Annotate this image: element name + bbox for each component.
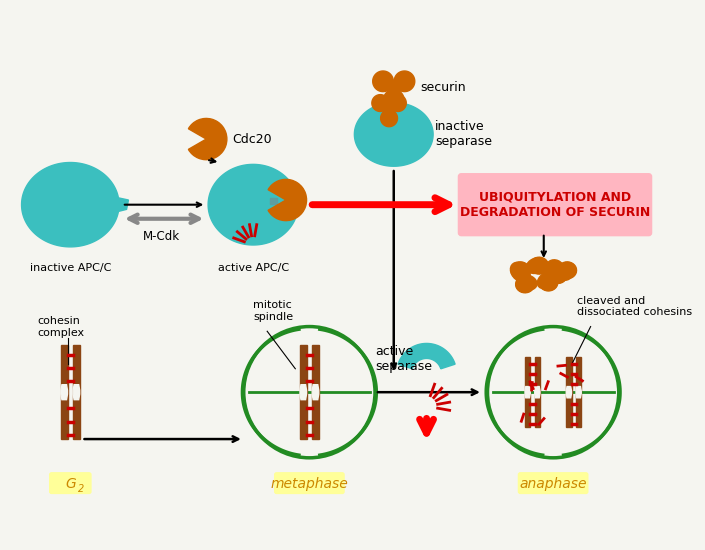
Polygon shape	[515, 276, 534, 293]
Text: metaphase: metaphase	[271, 477, 348, 491]
Polygon shape	[535, 387, 540, 398]
Polygon shape	[511, 262, 529, 279]
Text: mitotic
spindle: mitotic spindle	[253, 300, 293, 322]
Polygon shape	[576, 387, 581, 398]
Polygon shape	[312, 345, 319, 439]
Polygon shape	[510, 262, 530, 282]
Polygon shape	[22, 162, 119, 247]
Text: M-Cdk: M-Cdk	[142, 230, 180, 243]
Polygon shape	[383, 102, 395, 114]
Polygon shape	[535, 357, 540, 427]
Text: UBIQUITYLATION AND
DEGRADATION OF SECURIN: UBIQUITYLATION AND DEGRADATION OF SECURI…	[460, 191, 650, 219]
Text: active
separase: active separase	[375, 345, 432, 373]
Polygon shape	[312, 384, 319, 400]
Polygon shape	[373, 71, 393, 92]
Polygon shape	[300, 384, 307, 400]
Text: securin: securin	[420, 81, 465, 94]
Polygon shape	[208, 164, 298, 245]
Polygon shape	[511, 262, 529, 278]
Polygon shape	[529, 257, 548, 274]
Polygon shape	[558, 262, 577, 279]
FancyBboxPatch shape	[49, 473, 91, 493]
Polygon shape	[381, 110, 398, 126]
Polygon shape	[270, 198, 276, 204]
Text: 2: 2	[78, 484, 84, 494]
Polygon shape	[539, 274, 558, 291]
Polygon shape	[398, 343, 455, 369]
FancyBboxPatch shape	[275, 473, 344, 493]
FancyBboxPatch shape	[518, 473, 588, 493]
Polygon shape	[576, 357, 581, 427]
Polygon shape	[525, 387, 530, 398]
Polygon shape	[525, 357, 530, 427]
Polygon shape	[530, 257, 548, 274]
Text: anaphase: anaphase	[520, 477, 587, 491]
Polygon shape	[61, 384, 68, 400]
Text: G: G	[65, 477, 75, 491]
Polygon shape	[537, 271, 558, 289]
Polygon shape	[61, 345, 68, 439]
Text: cleaved and
dissociated cohesins: cleaved and dissociated cohesins	[577, 295, 692, 317]
Polygon shape	[566, 387, 572, 398]
Polygon shape	[517, 275, 537, 290]
Polygon shape	[516, 276, 534, 293]
Polygon shape	[394, 71, 415, 92]
Wedge shape	[268, 179, 307, 221]
Polygon shape	[355, 102, 433, 166]
Polygon shape	[73, 384, 80, 400]
Polygon shape	[548, 267, 568, 283]
Text: inactive
separase: inactive separase	[435, 120, 492, 148]
Text: inactive APC/C: inactive APC/C	[30, 263, 111, 273]
Text: cohesin
complex: cohesin complex	[37, 316, 85, 338]
Text: Cdc20: Cdc20	[233, 133, 272, 146]
FancyBboxPatch shape	[458, 174, 651, 235]
Polygon shape	[73, 345, 80, 439]
Polygon shape	[556, 264, 572, 280]
Text: active APC/C: active APC/C	[218, 263, 288, 273]
Polygon shape	[372, 95, 388, 112]
Polygon shape	[526, 258, 546, 273]
Wedge shape	[188, 118, 227, 160]
Polygon shape	[386, 80, 401, 95]
Polygon shape	[384, 90, 404, 110]
Polygon shape	[116, 197, 128, 212]
Polygon shape	[549, 267, 567, 283]
Polygon shape	[539, 274, 558, 290]
Polygon shape	[300, 345, 307, 439]
Polygon shape	[389, 95, 406, 112]
Polygon shape	[546, 260, 564, 277]
Polygon shape	[558, 262, 576, 278]
Polygon shape	[566, 357, 572, 427]
